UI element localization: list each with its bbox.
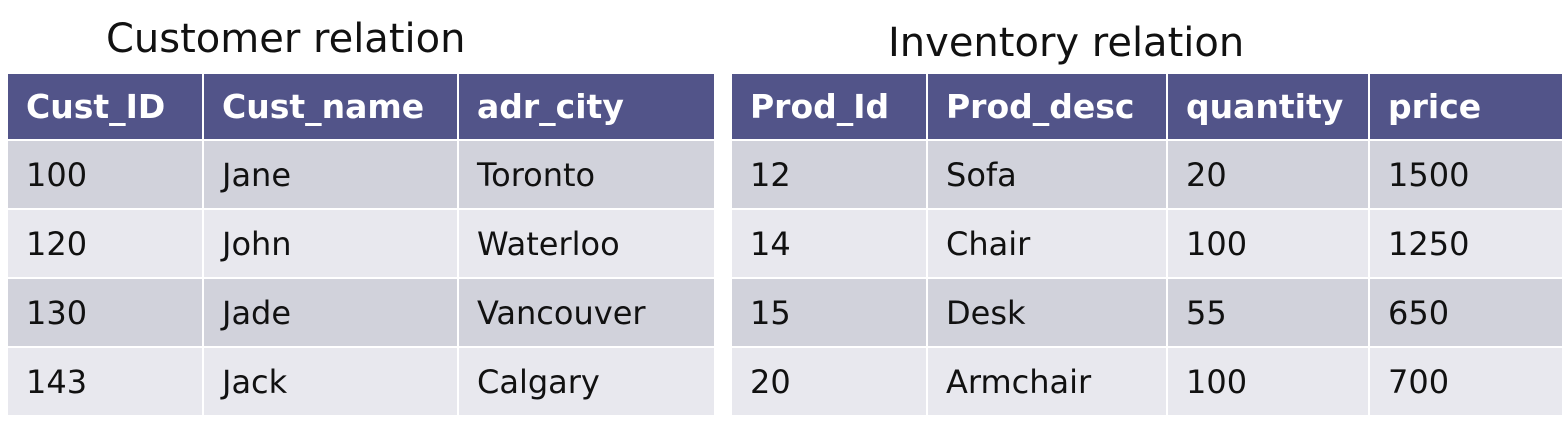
column-header-prod-id: Prod_Id: [732, 74, 926, 139]
column-header-prod-desc: Prod_desc: [928, 74, 1166, 139]
table-cell: Jack: [204, 348, 457, 415]
table-cell: 1500: [1370, 141, 1562, 208]
table-cell: Chair: [928, 210, 1166, 277]
customer-relation-table: Cust_ID Cust_name adr_city 100 Jane Toro…: [6, 72, 716, 417]
table-cell: 14: [732, 210, 926, 277]
table-cell: Waterloo: [459, 210, 714, 277]
inventory-relation-title: Inventory relation: [888, 20, 1245, 66]
column-header-adr-city: adr_city: [459, 74, 714, 139]
table-cell: Jade: [204, 279, 457, 346]
table-cell: 15: [732, 279, 926, 346]
table-row: 20 Armchair 100 700: [732, 348, 1562, 415]
table-cell: 700: [1370, 348, 1562, 415]
table-header-row: Prod_Id Prod_desc quantity price: [732, 74, 1562, 139]
table-cell: 55: [1168, 279, 1368, 346]
table-cell: 20: [732, 348, 926, 415]
table-cell: 100: [1168, 348, 1368, 415]
table-cell: Sofa: [928, 141, 1166, 208]
table-cell: Armchair: [928, 348, 1166, 415]
column-header-quantity: quantity: [1168, 74, 1368, 139]
table-cell: Jane: [204, 141, 457, 208]
table-row: 143 Jack Calgary: [8, 348, 714, 415]
table-row: 120 John Waterloo: [8, 210, 714, 277]
table-row: 130 Jade Vancouver: [8, 279, 714, 346]
table-row: 15 Desk 55 650: [732, 279, 1562, 346]
table-header-row: Cust_ID Cust_name adr_city: [8, 74, 714, 139]
table-cell: 130: [8, 279, 202, 346]
inventory-relation-table: Prod_Id Prod_desc quantity price 12 Sofa…: [730, 72, 1564, 417]
table-cell: 12: [732, 141, 926, 208]
column-header-cust-name: Cust_name: [204, 74, 457, 139]
table-cell: Toronto: [459, 141, 714, 208]
column-header-cust-id: Cust_ID: [8, 74, 202, 139]
table-cell: Calgary: [459, 348, 714, 415]
table-row: 100 Jane Toronto: [8, 141, 714, 208]
column-header-price: price: [1370, 74, 1562, 139]
customer-relation-title: Customer relation: [106, 16, 466, 62]
table-cell: 100: [8, 141, 202, 208]
table-row: 14 Chair 100 1250: [732, 210, 1562, 277]
table-cell: Desk: [928, 279, 1166, 346]
table-row: 12 Sofa 20 1500: [732, 141, 1562, 208]
table-cell: 100: [1168, 210, 1368, 277]
table-cell: 143: [8, 348, 202, 415]
table-cell: 120: [8, 210, 202, 277]
table-cell: 1250: [1370, 210, 1562, 277]
table-cell: 650: [1370, 279, 1562, 346]
table-cell: John: [204, 210, 457, 277]
table-cell: 20: [1168, 141, 1368, 208]
table-cell: Vancouver: [459, 279, 714, 346]
